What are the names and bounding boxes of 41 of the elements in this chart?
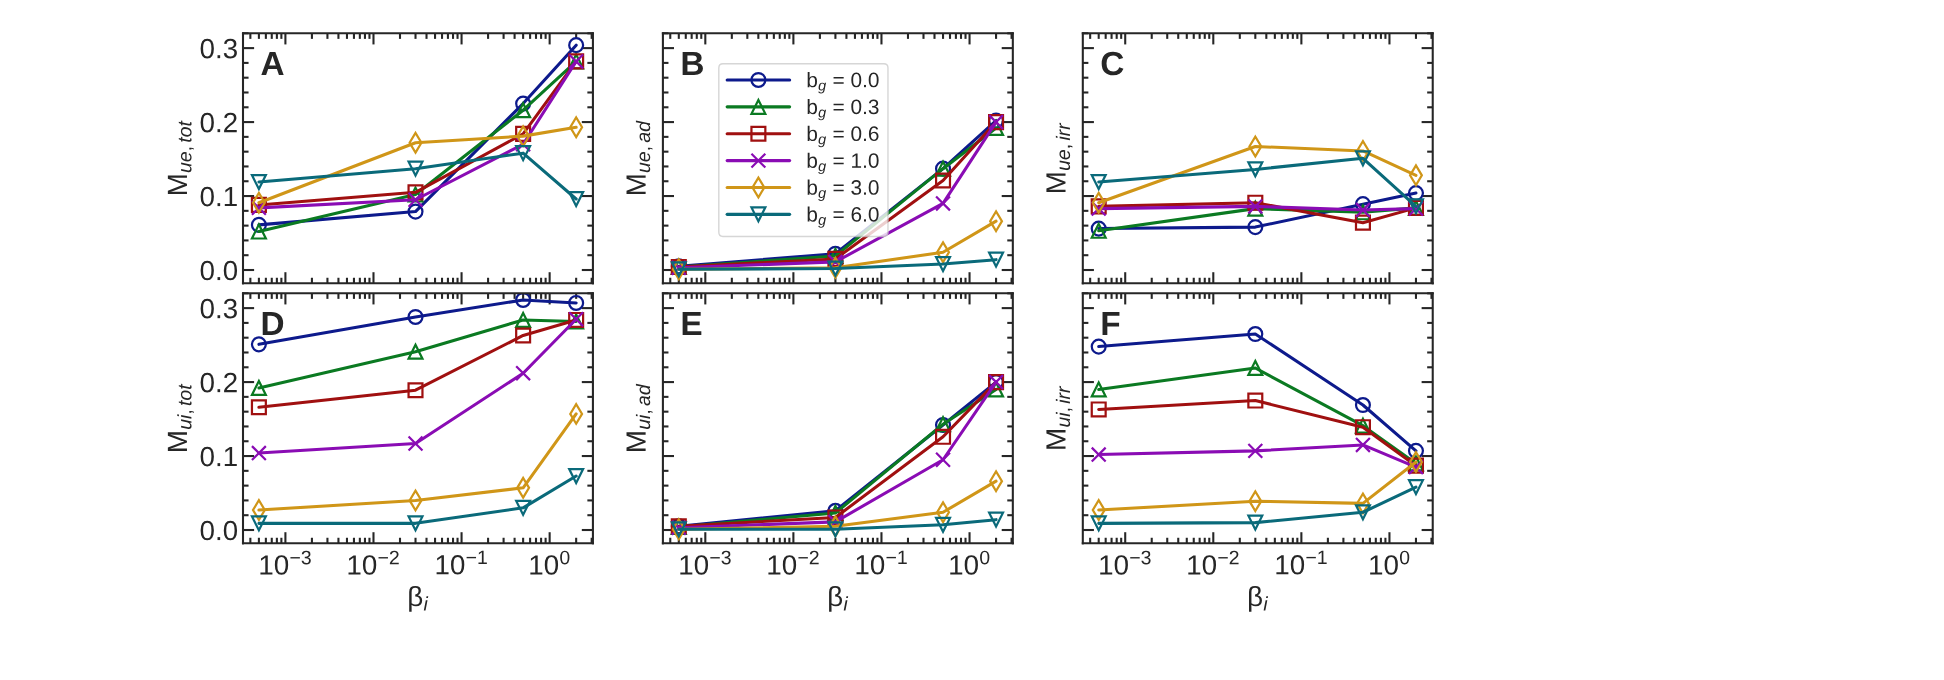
x-tick-label: 10$^{−3}$ — [1100, 550, 1151, 575]
y-tick-label: 0.1 — [200, 186, 237, 207]
y-axis-title: M$_{ue,tot}$ — [167, 120, 194, 195]
y-tick-label: 0.0 — [200, 260, 238, 281]
legend-label: b$_{g}$ = 6.0 — [807, 206, 879, 228]
x-tick-label: 10$^{−1}$ — [1276, 550, 1327, 575]
legend-label: b$_{g}$ = 0.6 — [807, 125, 879, 148]
y-axis-title: M$_{ui,irr}$ — [1046, 385, 1073, 449]
y-axis-title: M$_{ue,ad}$ — [626, 120, 653, 195]
x-axis-title: β$_{i}$ — [409, 585, 429, 612]
annotation: C — [1101, 51, 1124, 76]
x-tick-label: 10$^{0}$ — [950, 550, 990, 575]
annotation: D — [262, 312, 284, 335]
annotation: B — [682, 52, 703, 75]
x-tick-label: 10$^{−1}$ — [856, 550, 907, 575]
x-tick-label: 10$^{−1}$ — [436, 550, 487, 575]
x-tick-label: 10$^{0}$ — [530, 550, 570, 575]
y-axis-title: M$_{ui,tot}$ — [167, 383, 194, 451]
x-tick-label: 10$^{−3}$ — [680, 550, 731, 575]
x-tick-label: 10$^{−2}$ — [768, 550, 819, 575]
annotation: A — [261, 52, 284, 75]
y-tick-label: 0.3 — [200, 298, 237, 319]
annotation: F — [1102, 312, 1120, 335]
legend-label: b$_{g}$ = 1.0 — [807, 152, 879, 175]
y-axis-title: M$_{ui,ad}$ — [626, 383, 653, 451]
x-tick-label: 10$^{−2}$ — [1188, 550, 1239, 575]
legend-label: b$_{g}$ = 3.0 — [807, 179, 879, 201]
x-axis-title: β$_{i}$ — [1249, 585, 1269, 612]
y-tick-label: 0.1 — [200, 446, 237, 467]
x-axis-title: β$_{i}$ — [829, 585, 849, 612]
legend-label: b$_{g}$ = 0.0 — [807, 72, 879, 94]
legend-label: b$_{g}$ = 0.3 — [807, 98, 879, 121]
y-tick-label: 0.0 — [200, 520, 238, 541]
x-tick-label: 10$^{−2}$ — [348, 550, 399, 575]
x-tick-label: 10$^{−3}$ — [260, 550, 311, 575]
y-tick-label: 0.2 — [200, 112, 237, 133]
y-tick-label: 0.2 — [200, 372, 237, 393]
x-tick-label: 10$^{0}$ — [1370, 550, 1410, 575]
y-axis-title: M$_{ue,irr}$ — [1046, 122, 1073, 193]
y-tick-label: 0.3 — [200, 38, 237, 59]
annotation: E — [682, 312, 702, 335]
